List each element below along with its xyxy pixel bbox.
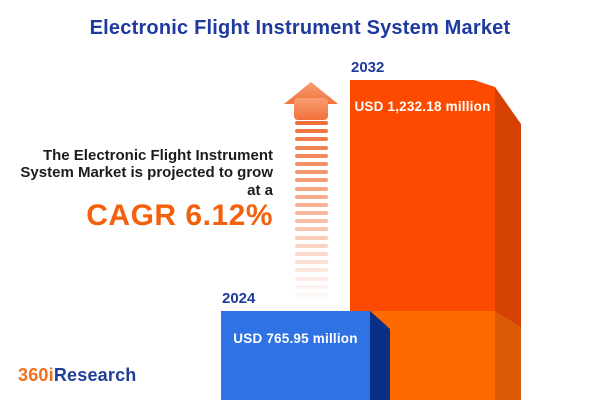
bar-value-2024: USD 765.95 million — [233, 331, 358, 346]
arrow-stripe — [295, 129, 328, 134]
bar-2024-front — [221, 311, 370, 400]
arrow-stripe — [295, 211, 328, 216]
arrow-stripe — [295, 260, 328, 265]
arrow-stripe — [295, 219, 328, 224]
logo: 360iResearch — [18, 365, 137, 386]
arrow-stripe — [295, 268, 328, 273]
arrow-stripe — [295, 145, 328, 150]
arrow-stripe — [295, 292, 328, 297]
arrow-stripe — [295, 137, 328, 142]
arrow-stripe — [295, 153, 328, 158]
logo-part-360i: 360i — [18, 365, 54, 385]
bar-value-2032: USD 1,232.18 million — [354, 99, 491, 114]
arrow-stripe — [295, 186, 328, 191]
arrow-stripe — [295, 194, 328, 199]
arrow-stripe — [295, 284, 328, 289]
bar-2024-side — [370, 311, 390, 400]
growth-arrow-stripes — [295, 121, 328, 297]
arrow-stripe — [295, 235, 328, 240]
arrow-up-icon — [284, 82, 338, 120]
growth-arrow — [284, 82, 338, 302]
cagr-value: CAGR 6.12% — [86, 199, 273, 232]
arrow-stripe — [295, 252, 328, 256]
arrow-stripe — [295, 161, 328, 166]
bar-label-2024: 2024 — [222, 290, 256, 307]
bar-label-2032: 2032 — [351, 59, 385, 76]
logo-part-research: Research — [53, 365, 137, 385]
arrow-stripe — [295, 243, 328, 248]
growth-statement: The Electronic Flight Instrument System … — [20, 147, 273, 199]
arrow-stripe — [295, 202, 328, 207]
arrow-stripe — [295, 121, 328, 125]
arrow-stripe — [295, 227, 328, 232]
arrow-stripe — [295, 178, 328, 183]
arrow-stripe — [295, 276, 328, 281]
page-title: Electronic Flight Instrument System Mark… — [89, 17, 511, 39]
bar-2032-side-lower-segment — [495, 311, 521, 400]
arrow-stripe — [295, 170, 328, 175]
